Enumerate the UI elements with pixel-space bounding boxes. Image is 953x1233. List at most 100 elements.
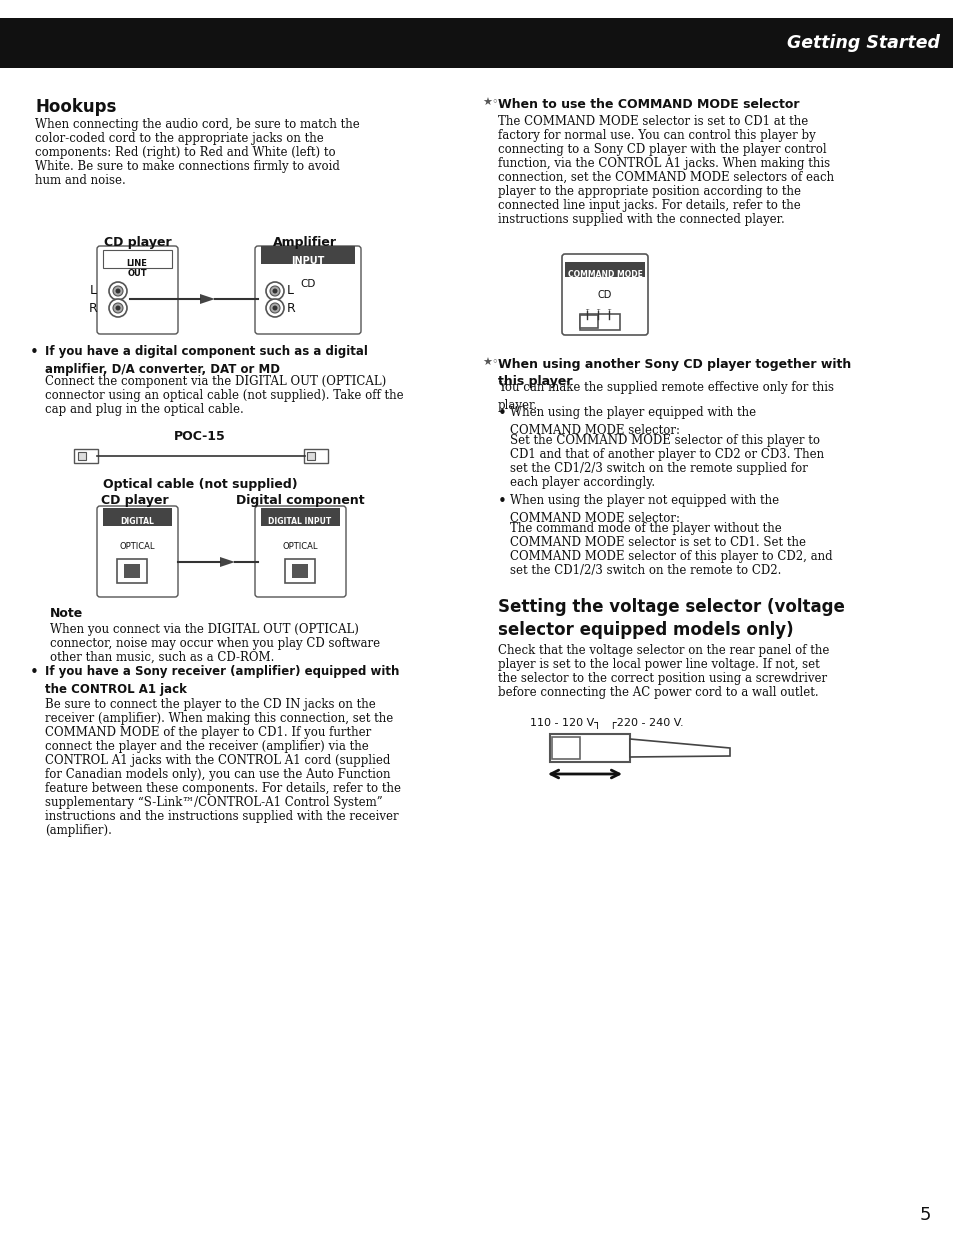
Text: 5: 5 [919, 1206, 930, 1224]
Text: •: • [497, 406, 506, 420]
Text: instructions supplied with the connected player.: instructions supplied with the connected… [497, 213, 784, 226]
Text: When connecting the audio cord, be sure to match the: When connecting the audio cord, be sure … [35, 118, 359, 131]
Circle shape [109, 298, 127, 317]
Text: player is set to the local power line voltage. If not, set: player is set to the local power line vo… [497, 658, 819, 671]
Text: instructions and the instructions supplied with the receiver: instructions and the instructions suppli… [45, 810, 398, 822]
Text: COMMAND MODE selector of this player to CD2, and: COMMAND MODE selector of this player to … [510, 550, 832, 563]
Text: before connecting the AC power cord to a wall outlet.: before connecting the AC power cord to a… [497, 686, 818, 699]
Text: color-coded cord to the appropriate jacks on the: color-coded cord to the appropriate jack… [35, 132, 323, 145]
Circle shape [112, 303, 123, 313]
Text: COMMAND MODE of the player to CD1. If you further: COMMAND MODE of the player to CD1. If yo… [45, 726, 371, 739]
FancyBboxPatch shape [124, 563, 140, 578]
Text: other than music, such as a CD-ROM.: other than music, such as a CD-ROM. [50, 651, 274, 665]
FancyBboxPatch shape [103, 508, 172, 526]
Text: for Canadian models only), you can use the Auto Function: for Canadian models only), you can use t… [45, 768, 390, 780]
Text: set the CD1/2/3 switch on the remote to CD2.: set the CD1/2/3 switch on the remote to … [510, 563, 781, 577]
FancyBboxPatch shape [561, 254, 647, 335]
Text: OPTICAL: OPTICAL [282, 543, 317, 551]
FancyBboxPatch shape [552, 737, 579, 760]
Text: •: • [497, 494, 506, 509]
Text: connected line input jacks. For details, refer to the: connected line input jacks. For details,… [497, 199, 800, 212]
Text: connector using an optical cable (not supplied). Take off the: connector using an optical cable (not su… [45, 388, 403, 402]
FancyBboxPatch shape [0, 18, 953, 68]
Text: ★◦: ★◦ [481, 358, 498, 367]
Polygon shape [629, 739, 729, 757]
Circle shape [273, 306, 277, 311]
Text: Set the COMMAND MODE selector of this player to: Set the COMMAND MODE selector of this pl… [510, 434, 820, 448]
Circle shape [109, 282, 127, 300]
Text: CD1 and that of another player to CD2 or CD3. Then: CD1 and that of another player to CD2 or… [510, 448, 823, 461]
Text: The COMMAND MODE selector is set to CD1 at the: The COMMAND MODE selector is set to CD1 … [497, 115, 807, 128]
Circle shape [270, 303, 280, 313]
Text: supplementary “S-Link™/CONTROL-A1 Control System”: supplementary “S-Link™/CONTROL-A1 Contro… [45, 797, 382, 809]
Text: Connect the component via the DIGITAL OUT (OPTICAL): Connect the component via the DIGITAL OU… [45, 375, 386, 388]
Text: L: L [287, 285, 294, 297]
Text: DIGITAL
OUT: DIGITAL OUT [120, 517, 153, 536]
Text: ┌220 - 240 V.: ┌220 - 240 V. [609, 718, 683, 729]
FancyBboxPatch shape [254, 247, 360, 334]
FancyBboxPatch shape [261, 247, 355, 264]
Text: CD: CD [300, 279, 315, 289]
Text: connect the player and the receiver (amplifier) via the: connect the player and the receiver (amp… [45, 740, 369, 753]
Text: L: L [90, 285, 97, 297]
FancyBboxPatch shape [292, 563, 308, 578]
Text: You can make the supplied remote effective only for this
player.: You can make the supplied remote effecti… [497, 381, 833, 412]
Text: CD: CD [598, 290, 612, 300]
Circle shape [270, 286, 280, 296]
Text: Setting the voltage selector (voltage
selector equipped models only): Setting the voltage selector (voltage se… [497, 598, 844, 639]
Text: (amplifier).: (amplifier). [45, 824, 112, 837]
Text: When to use the COMMAND MODE selector: When to use the COMMAND MODE selector [497, 97, 799, 111]
Text: hum and noise.: hum and noise. [35, 174, 126, 187]
FancyBboxPatch shape [564, 261, 644, 277]
Text: Hookups: Hookups [35, 97, 116, 116]
FancyBboxPatch shape [254, 506, 346, 597]
Text: set the CD1/2/3 switch on the remote supplied for: set the CD1/2/3 switch on the remote sup… [510, 462, 807, 475]
Text: T: T [596, 309, 599, 314]
Text: White. Be sure to make connections firmly to avoid: White. Be sure to make connections firml… [35, 160, 339, 173]
Text: INPUT: INPUT [291, 256, 324, 266]
Text: cap and plug in the optical cable.: cap and plug in the optical cable. [45, 403, 244, 416]
Text: LINE
OUT: LINE OUT [127, 259, 148, 279]
Text: If you have a Sony receiver (amplifier) equipped with
the CONTROL A1 jack: If you have a Sony receiver (amplifier) … [45, 665, 399, 695]
Text: R: R [89, 302, 97, 314]
Text: POC-15: POC-15 [174, 430, 226, 443]
Text: feature between these components. For details, refer to the: feature between these components. For de… [45, 782, 400, 795]
Text: CONTROL A1 jacks with the CONTROL A1 cord (supplied: CONTROL A1 jacks with the CONTROL A1 cor… [45, 755, 390, 767]
Text: •: • [30, 665, 39, 681]
Text: When you connect via the DIGITAL OUT (OPTICAL): When you connect via the DIGITAL OUT (OP… [50, 623, 358, 636]
Text: connector, noise may occur when you play CD software: connector, noise may occur when you play… [50, 637, 379, 650]
Text: OPTICAL: OPTICAL [119, 543, 154, 551]
Circle shape [112, 286, 123, 296]
FancyBboxPatch shape [307, 453, 314, 460]
Text: Getting Started: Getting Started [786, 35, 939, 52]
Polygon shape [200, 293, 214, 305]
Text: •: • [30, 345, 39, 360]
Text: The command mode of the player without the: The command mode of the player without t… [510, 522, 781, 535]
Text: Note: Note [50, 607, 83, 620]
Text: function, via the CONTROL A1 jacks. When making this: function, via the CONTROL A1 jacks. When… [497, 157, 829, 170]
FancyBboxPatch shape [285, 559, 314, 583]
Text: ★◦: ★◦ [481, 97, 498, 109]
FancyBboxPatch shape [261, 508, 339, 526]
Text: connection, set the COMMAND MODE selectors of each: connection, set the COMMAND MODE selecto… [497, 171, 833, 184]
FancyBboxPatch shape [579, 314, 598, 328]
Text: When using the player equipped with the
COMMAND MODE selector:: When using the player equipped with the … [510, 406, 756, 436]
Text: COMMAND MODE selector is set to CD1. Set the: COMMAND MODE selector is set to CD1. Set… [510, 536, 805, 549]
Text: R: R [287, 302, 295, 314]
Text: factory for normal use. You can control this player by: factory for normal use. You can control … [497, 129, 815, 142]
Text: DIGITAL INPUT: DIGITAL INPUT [268, 517, 332, 526]
Text: Amplifier: Amplifier [273, 236, 336, 249]
Text: CD player: CD player [101, 494, 169, 507]
Text: the selector to the correct position using a screwdriver: the selector to the correct position usi… [497, 672, 826, 686]
Text: each player accordingly.: each player accordingly. [510, 476, 655, 490]
Text: player to the appropriate position according to the: player to the appropriate position accor… [497, 185, 801, 199]
Text: When using another Sony CD player together with
this player: When using another Sony CD player togeth… [497, 358, 850, 388]
Text: receiver (amplifier). When making this connection, set the: receiver (amplifier). When making this c… [45, 711, 393, 725]
Text: If you have a digital component such as a digital
amplifier, D/A converter, DAT : If you have a digital component such as … [45, 345, 368, 376]
Text: COMMAND MODE: COMMAND MODE [567, 270, 641, 279]
Polygon shape [220, 557, 234, 567]
Text: Digital component: Digital component [235, 494, 364, 507]
Text: T: T [607, 309, 610, 314]
Text: components: Red (right) to Red and White (left) to: components: Red (right) to Red and White… [35, 145, 335, 159]
FancyBboxPatch shape [78, 453, 86, 460]
